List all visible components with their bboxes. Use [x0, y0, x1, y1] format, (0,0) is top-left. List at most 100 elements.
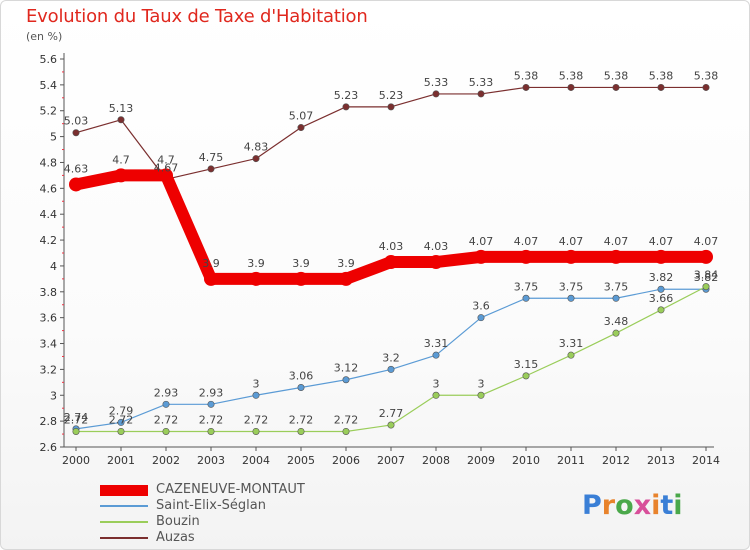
data-point [159, 168, 173, 183]
data-point [249, 271, 263, 286]
proxiti-logo: Proxiti [582, 490, 683, 521]
data-point [207, 165, 215, 173]
x-tick-label: 2006 [332, 454, 360, 467]
data-point [522, 294, 530, 302]
y-tick-label: 3.4 [40, 338, 58, 351]
legend-label: Bouzin [156, 514, 200, 529]
data-label: 2.72 [64, 413, 89, 426]
legend-swatch [100, 484, 148, 496]
data-label: 4.07 [649, 235, 674, 248]
data-label: 3.31 [559, 337, 584, 350]
data-point [297, 124, 305, 132]
series-layer [69, 83, 713, 435]
data-label: 2.72 [289, 413, 314, 426]
data-label: 3.9 [292, 257, 310, 270]
axes: 2.62.833.23.43.63.844.24.44.64.855.25.45… [40, 53, 720, 467]
data-label: 4.07 [559, 235, 584, 248]
data-label: 3.48 [604, 315, 629, 328]
data-point [612, 329, 620, 337]
data-point [117, 418, 125, 426]
data-point [477, 90, 485, 98]
labels-layer: 5.03 5.13 4.67 4.75 4.83 5.07 5.23 5.23 5.33 5.33… [64, 69, 719, 426]
data-point [564, 249, 578, 264]
data-point [117, 116, 125, 124]
data-label: 3.15 [514, 358, 539, 371]
legend-label: Auzas [156, 530, 195, 545]
data-label: 3.82 [694, 271, 719, 284]
data-label: 5.38 [694, 69, 719, 82]
legend-swatch [100, 521, 148, 523]
legend-swatch [100, 505, 148, 507]
data-label: 4.83 [244, 141, 269, 154]
data-label: 4.07 [469, 235, 494, 248]
data-label: 4.03 [379, 240, 404, 253]
x-tick-label: 2003 [197, 454, 225, 467]
data-point [567, 83, 575, 91]
data-point [72, 129, 80, 137]
data-label: 4.7 [112, 153, 130, 166]
data-point [207, 427, 215, 435]
data-point [432, 391, 440, 399]
chart-unit: (en %) [26, 30, 63, 43]
data-label: 2.77 [379, 407, 404, 420]
x-tick-label: 2014 [692, 454, 720, 467]
data-point [657, 285, 665, 293]
data-point [342, 427, 350, 435]
data-point [519, 249, 533, 264]
y-tick-label: 4.8 [40, 156, 58, 169]
y-tick-label: 3.6 [40, 312, 58, 325]
data-label: 3.9 [337, 257, 355, 270]
data-point [339, 271, 353, 286]
data-point [114, 168, 128, 183]
data-point [252, 391, 260, 399]
data-point [297, 427, 305, 435]
data-label: 5.33 [424, 76, 449, 89]
data-label: 3 [478, 377, 485, 390]
legend-label: Saint-Elix-Séglan [156, 498, 266, 513]
data-point [297, 384, 305, 392]
data-point [657, 306, 665, 314]
data-label: 3.12 [334, 362, 359, 375]
data-label: 3.9 [202, 257, 220, 270]
logo-letter: i [673, 490, 683, 521]
data-point [657, 83, 665, 91]
data-point [387, 103, 395, 111]
data-point [252, 155, 260, 163]
x-tick-label: 2012 [602, 454, 630, 467]
data-point [252, 427, 260, 435]
y-tick-label: 3 [50, 389, 57, 402]
legend-item-saint-elix-seglan: Saint-Elix-Séglan [100, 498, 400, 514]
data-label: 5.33 [469, 76, 494, 89]
data-point [477, 391, 485, 399]
data-point [567, 351, 575, 359]
data-label: 3.75 [604, 280, 629, 293]
data-point [387, 365, 395, 373]
data-label: 3.75 [514, 280, 539, 293]
data-label: 2.72 [199, 413, 224, 426]
logo-letter: i [651, 490, 661, 521]
data-point [699, 249, 713, 264]
data-label: 4.07 [604, 235, 629, 248]
y-tick-label: 5.6 [40, 53, 58, 66]
logo-letter: t [660, 490, 674, 521]
data-point [609, 249, 623, 264]
data-label: 4.75 [199, 151, 224, 164]
data-label: 3.84 [694, 269, 719, 282]
x-tick-label: 2004 [242, 454, 270, 467]
data-point [387, 421, 395, 429]
data-point [522, 372, 530, 380]
data-label: 3.66 [649, 292, 674, 305]
data-label: 3.75 [559, 280, 584, 293]
data-label: 4.07 [514, 235, 539, 248]
data-label: 5.38 [604, 69, 629, 82]
y-tick-label: 2.8 [40, 415, 58, 428]
data-label: 5.07 [289, 110, 314, 123]
x-tick-label: 2013 [647, 454, 675, 467]
legend-swatch [100, 537, 148, 539]
logo-letter: o [615, 490, 634, 521]
x-tick-label: 2005 [287, 454, 315, 467]
y-tick-label: 3.8 [40, 286, 58, 299]
logo-letter: P [582, 490, 602, 521]
